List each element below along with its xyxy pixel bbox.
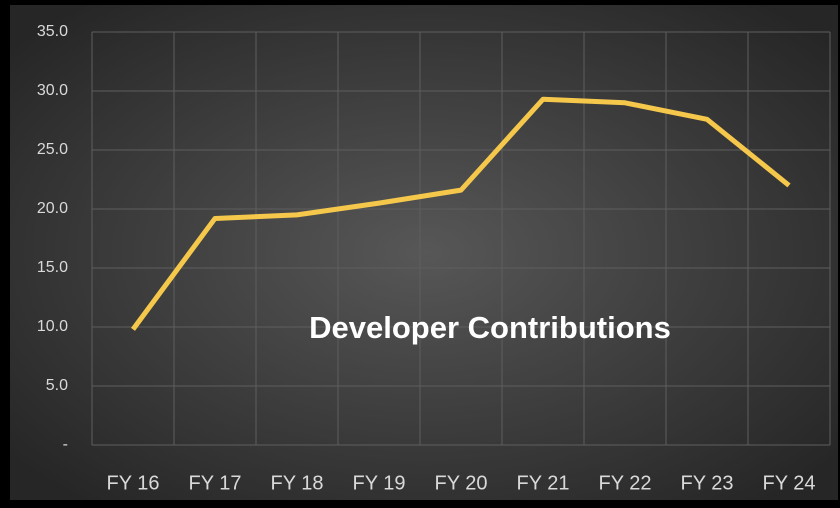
x-tick-label: FY 19	[353, 472, 406, 494]
x-tick-label: FY 16	[107, 472, 160, 494]
data-line	[130, 96, 791, 331]
y-tick-label: 35.0	[37, 23, 68, 40]
chart-title: Developer Contributions	[309, 310, 671, 345]
chart-background	[10, 5, 838, 500]
x-tick-label: FY 17	[189, 472, 242, 494]
x-tick-label: FY 23	[681, 472, 734, 494]
y-tick-label: -	[63, 436, 68, 453]
x-tick-label: FY 20	[435, 472, 488, 494]
grid	[91, 31, 831, 446]
y-tick-label: 20.0	[37, 200, 68, 217]
x-tick-label: FY 24	[763, 472, 816, 494]
x-tick-label: FY 21	[517, 472, 570, 494]
y-tick-label: 25.0	[37, 141, 68, 158]
x-tick-label: FY 22	[599, 472, 652, 494]
y-tick-label: 30.0	[37, 82, 68, 99]
y-tick-label: 10.0	[37, 318, 68, 335]
y-tick-label: 15.0	[37, 259, 68, 276]
y-tick-label: 5.0	[46, 377, 68, 394]
x-tick-label: FY 18	[271, 472, 324, 494]
marks	[130, 96, 791, 331]
